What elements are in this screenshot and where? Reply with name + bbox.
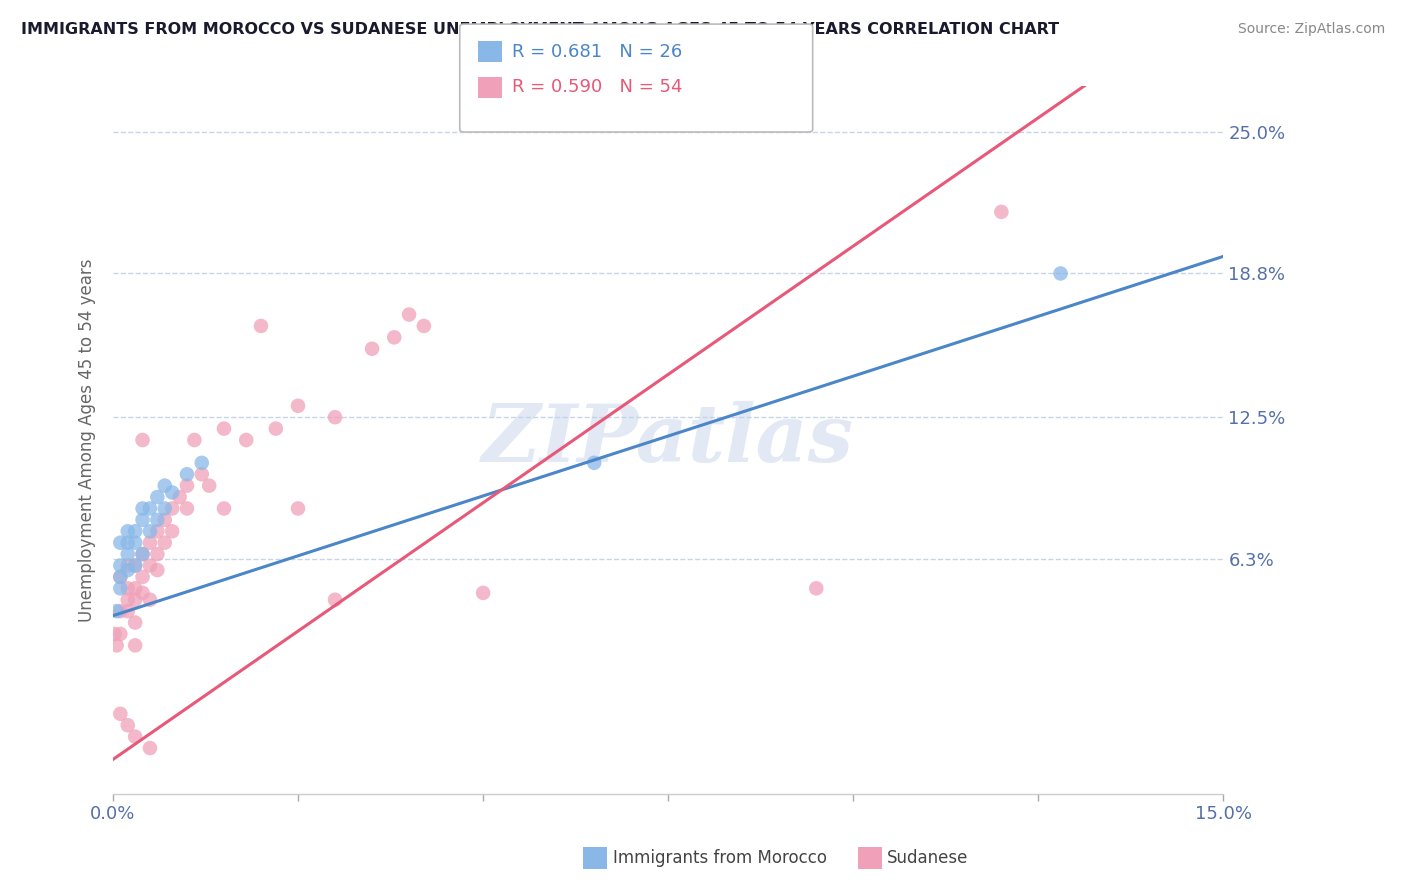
Point bbox=[117, 558, 139, 573]
Point bbox=[139, 524, 162, 539]
Point bbox=[146, 547, 169, 561]
Point bbox=[323, 410, 346, 425]
Point bbox=[412, 318, 434, 333]
Point bbox=[235, 433, 257, 447]
Point bbox=[110, 558, 132, 573]
Point bbox=[131, 586, 153, 600]
Point bbox=[212, 422, 235, 436]
Point bbox=[124, 582, 146, 596]
Point bbox=[191, 467, 214, 482]
Point bbox=[124, 730, 146, 744]
Point bbox=[198, 478, 221, 492]
Point bbox=[583, 456, 606, 470]
Point bbox=[131, 433, 153, 447]
Point bbox=[117, 582, 139, 596]
Point bbox=[153, 513, 176, 527]
Point bbox=[110, 535, 132, 549]
Point bbox=[124, 639, 146, 653]
Point bbox=[382, 330, 405, 344]
Point bbox=[117, 592, 139, 607]
Point bbox=[139, 592, 162, 607]
Point bbox=[176, 467, 198, 482]
Point bbox=[105, 604, 128, 618]
Point bbox=[1049, 267, 1071, 281]
Point bbox=[110, 706, 132, 721]
Point bbox=[124, 558, 146, 573]
Point bbox=[117, 524, 139, 539]
Point bbox=[124, 535, 146, 549]
Y-axis label: Unemployment Among Ages 45 to 54 years: Unemployment Among Ages 45 to 54 years bbox=[79, 259, 96, 622]
Text: R = 0.590   N = 54: R = 0.590 N = 54 bbox=[512, 78, 682, 96]
Point bbox=[361, 342, 384, 356]
Point bbox=[287, 399, 309, 413]
Point bbox=[117, 547, 139, 561]
Point bbox=[124, 558, 146, 573]
Text: Immigrants from Morocco: Immigrants from Morocco bbox=[613, 849, 827, 867]
Point bbox=[110, 627, 132, 641]
Point bbox=[105, 639, 128, 653]
Point bbox=[124, 615, 146, 630]
Point bbox=[806, 582, 828, 596]
Point bbox=[160, 501, 183, 516]
Point bbox=[117, 563, 139, 577]
Point bbox=[398, 308, 420, 322]
Point bbox=[131, 501, 153, 516]
Point bbox=[153, 478, 176, 492]
Text: Source: ZipAtlas.com: Source: ZipAtlas.com bbox=[1237, 22, 1385, 37]
Point bbox=[139, 535, 162, 549]
Point bbox=[183, 433, 205, 447]
Point bbox=[323, 592, 346, 607]
Text: IMMIGRANTS FROM MOROCCO VS SUDANESE UNEMPLOYMENT AMONG AGES 45 TO 54 YEARS CORRE: IMMIGRANTS FROM MOROCCO VS SUDANESE UNEM… bbox=[21, 22, 1059, 37]
Point bbox=[103, 627, 125, 641]
Point bbox=[160, 524, 183, 539]
Point bbox=[472, 586, 495, 600]
Text: R = 0.681   N = 26: R = 0.681 N = 26 bbox=[512, 43, 682, 61]
Point bbox=[153, 501, 176, 516]
Point bbox=[191, 456, 214, 470]
Point bbox=[124, 524, 146, 539]
Point bbox=[990, 205, 1012, 219]
Point bbox=[110, 570, 132, 584]
Point bbox=[110, 570, 132, 584]
Point bbox=[264, 422, 287, 436]
Point bbox=[287, 501, 309, 516]
Point bbox=[146, 524, 169, 539]
Point bbox=[139, 501, 162, 516]
Point bbox=[146, 513, 169, 527]
Point bbox=[117, 718, 139, 732]
Point bbox=[124, 592, 146, 607]
Point bbox=[139, 741, 162, 756]
Point bbox=[110, 582, 132, 596]
Point bbox=[160, 485, 183, 500]
Point bbox=[139, 558, 162, 573]
Point bbox=[146, 563, 169, 577]
Point bbox=[117, 535, 139, 549]
Point bbox=[153, 535, 176, 549]
Point bbox=[117, 604, 139, 618]
Point bbox=[131, 547, 153, 561]
Point bbox=[176, 478, 198, 492]
Point bbox=[212, 501, 235, 516]
Text: ZIPatlas: ZIPatlas bbox=[482, 401, 855, 479]
Point bbox=[169, 490, 191, 504]
Point bbox=[131, 547, 153, 561]
Point bbox=[146, 490, 169, 504]
Point bbox=[250, 318, 273, 333]
Point bbox=[110, 604, 132, 618]
Point bbox=[176, 501, 198, 516]
Point bbox=[131, 570, 153, 584]
Point bbox=[131, 513, 153, 527]
Text: Sudanese: Sudanese bbox=[887, 849, 969, 867]
